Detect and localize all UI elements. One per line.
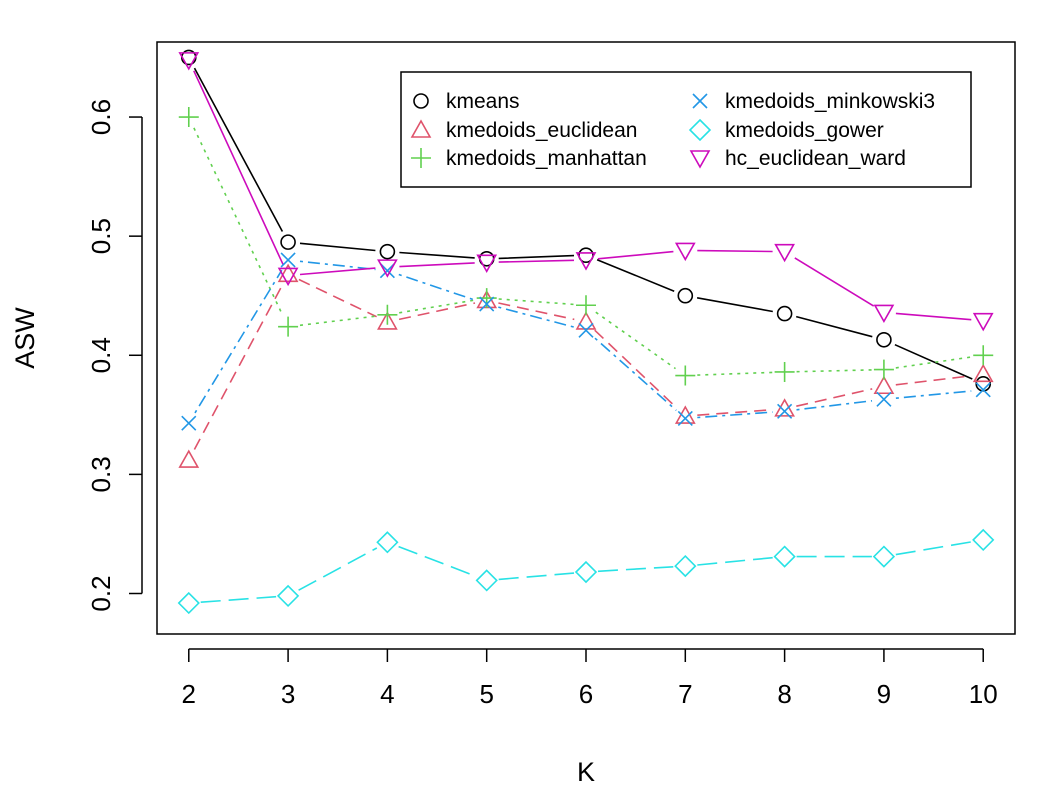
legend-label-kmedoids-minkowski3: kmedoids_minkowski3: [725, 90, 935, 113]
y-tick-label: 0.6: [86, 99, 116, 135]
data-point-kmedoids-minkowski3: [975, 382, 991, 398]
data-point-kmeans: [776, 305, 793, 322]
x-tick-label: 5: [479, 679, 493, 709]
x-axis-title: K: [577, 757, 595, 787]
data-point-kmeans: [677, 287, 694, 304]
legend-label-hc-euclidean-ward: hc_euclidean_ward: [725, 147, 906, 170]
data-point-hc-euclidean-ward: [476, 254, 498, 273]
legend-item-kmedoids-minkowski3: kmedoids_minkowski3: [692, 90, 935, 113]
y-tick-label: 0.4: [86, 337, 116, 373]
legend-symbol-kmeans: [413, 93, 429, 109]
series-line-kmedoids-gower: [200, 541, 972, 603]
legend-item-kmedoids-manhattan: kmedoids_manhattan: [411, 147, 647, 170]
y-tick-label: 0.3: [86, 456, 116, 492]
series-points: [177, 49, 995, 615]
legend-item-kmedoids-euclidean: kmedoids_euclidean: [410, 119, 637, 142]
data-point-kmedoids-minkowski3: [677, 410, 693, 426]
data-point-kmedoids-euclidean: [575, 311, 597, 330]
x-tick-label: 3: [281, 679, 295, 709]
data-point-kmeans: [280, 234, 296, 250]
data-point-kmedoids-euclidean: [972, 363, 994, 383]
data-point-kmedoids-manhattan: [774, 361, 795, 382]
data-point-kmedoids-euclidean: [277, 263, 299, 283]
data-point-kmedoids-minkowski3: [876, 391, 892, 407]
legend-box: [400, 71, 972, 188]
legend-item-kmedoids-gower: kmedoids_gower: [688, 118, 884, 142]
data-point-kmedoids-manhattan: [178, 107, 199, 128]
series-line-kmedoids-minkowski3: [194, 260, 972, 419]
data-point-hc-euclidean-ward: [377, 259, 398, 278]
legend: kmeans kmedoids_euclidean kmedoids_manhatt…: [400, 71, 972, 188]
legend-item-kmeans: kmeans: [413, 90, 520, 113]
y-tick-label: 0.5: [86, 218, 116, 254]
legend-symbol-kmedoids-gower: [688, 118, 712, 142]
legend-symbol-kmedoids-manhattan: [411, 148, 431, 168]
data-point-kmedoids-gower: [972, 528, 995, 552]
data-point-hc-euclidean-ward: [178, 52, 200, 71]
data-point-kmedoids-manhattan: [278, 316, 299, 337]
data-point-kmedoids-manhattan: [675, 365, 696, 386]
data-point-kmedoids-gower: [773, 545, 796, 568]
x-tick-label: 6: [579, 679, 593, 709]
data-point-kmedoids-gower: [276, 584, 300, 608]
data-point-kmedoids-manhattan: [576, 295, 596, 316]
data-point-hc-euclidean-ward: [972, 312, 994, 332]
y-axis: 0.2 0.3 0.4 0.5 0.6: [86, 99, 143, 612]
plot-frame: [156, 41, 1016, 635]
data-point-kmedoids-minkowski3: [479, 296, 495, 312]
data-point-hc-euclidean-ward: [277, 267, 299, 287]
data-point-kmedoids-gower: [574, 560, 598, 584]
x-tick-label: 9: [877, 679, 891, 709]
data-point-kmedoids-minkowski3: [777, 403, 793, 419]
x-tick-label: 10: [969, 679, 998, 709]
data-point-kmedoids-euclidean: [774, 398, 795, 417]
data-point-kmeans: [379, 243, 396, 260]
series-line-hc-euclidean-ward: [193, 70, 972, 321]
legend-symbol-hc-euclidean-ward: [689, 150, 711, 169]
data-point-kmedoids-gower: [475, 569, 498, 592]
legend-item-hc-euclidean-ward: hc_euclidean_ward: [689, 147, 906, 170]
y-axis-title: ASW: [10, 307, 40, 369]
data-point-kmedoids-minkowski3: [379, 263, 395, 279]
data-point-hc-euclidean-ward: [873, 304, 895, 324]
data-point-kmedoids-euclidean: [873, 375, 895, 395]
data-point-kmedoids-minkowski3: [280, 252, 296, 268]
data-point-kmedoids-minkowski3: [578, 322, 594, 338]
data-point-kmedoids-euclidean: [178, 449, 200, 468]
data-point-kmedoids-euclidean: [377, 311, 398, 330]
x-tick-label: 8: [777, 679, 791, 709]
data-point-hc-euclidean-ward: [575, 252, 597, 271]
x-axis: 2 3 4 5 6 7 8 9 10: [182, 648, 998, 709]
data-point-hc-euclidean-ward: [774, 243, 795, 263]
series-line-kmedoids-euclidean: [193, 278, 972, 450]
y-tick-label: 0.2: [86, 575, 116, 611]
legend-label-kmedoids-gower: kmedoids_gower: [725, 119, 884, 142]
series-lines: [193, 67, 973, 603]
data-point-hc-euclidean-ward: [674, 242, 696, 262]
data-point-kmedoids-gower: [376, 531, 399, 554]
legend-label-kmedoids-manhattan: kmedoids_manhattan: [446, 147, 647, 170]
legend-symbol-kmedoids-euclidean: [410, 119, 432, 138]
data-point-kmeans: [876, 331, 892, 348]
x-tick-label: 7: [678, 679, 692, 709]
legend-label-kmedoids-euclidean: kmedoids_euclidean: [446, 119, 637, 142]
data-point-kmedoids-manhattan: [873, 359, 894, 380]
data-point-kmedoids-gower: [674, 554, 697, 578]
legend-label-kmeans: kmeans: [446, 90, 520, 113]
data-point-kmedoids-euclidean: [674, 405, 696, 424]
x-tick-label: 2: [182, 679, 196, 709]
x-tick-label: 4: [380, 679, 394, 709]
series-line-kmeans: [193, 67, 973, 380]
data-point-kmedoids-manhattan: [377, 304, 398, 325]
series-line-kmedoids-manhattan: [193, 127, 972, 376]
data-point-kmedoids-gower: [177, 591, 200, 615]
data-point-kmedoids-manhattan: [973, 345, 994, 366]
data-point-kmedoids-gower: [872, 545, 896, 568]
legend-symbol-kmedoids-minkowski3: [692, 93, 708, 109]
data-point-kmedoids-minkowski3: [181, 415, 197, 431]
